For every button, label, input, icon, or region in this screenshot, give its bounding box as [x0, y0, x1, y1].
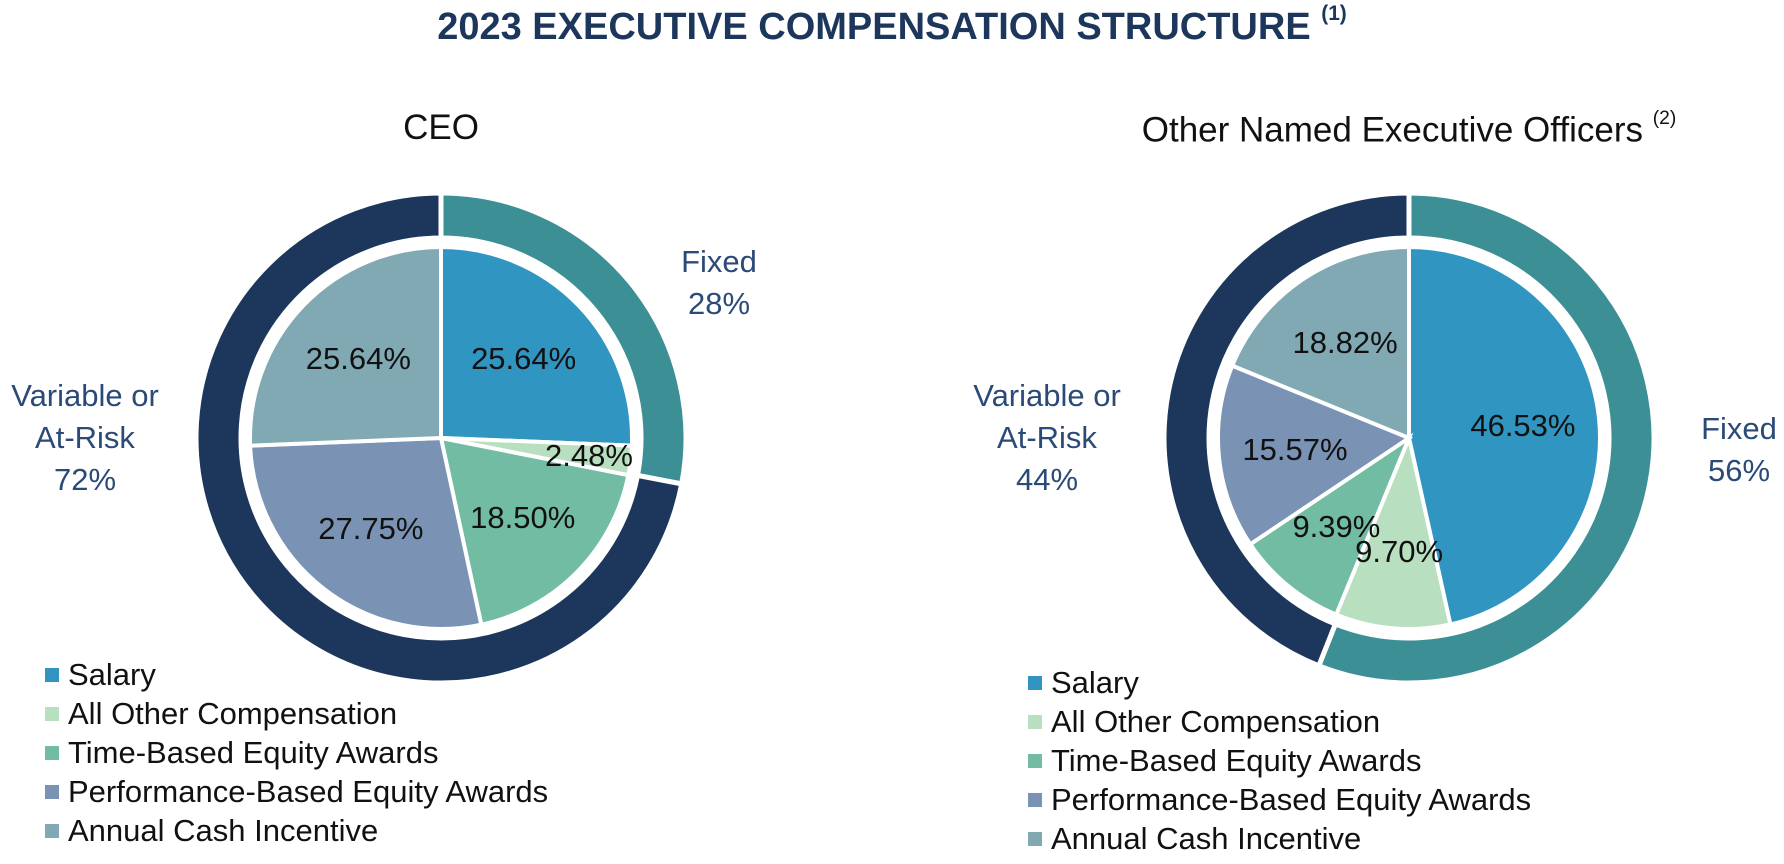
chart-title: Other Named Executive Officers (2): [1142, 108, 1676, 150]
outer-value: 72%: [53, 462, 117, 497]
pie-wedge: [1333, 431, 1453, 631]
outer-label: Variable or At-Risk 44%: [952, 375, 1142, 501]
outer-name: Fixed: [681, 244, 757, 279]
data-label: 25.64%: [305, 340, 411, 376]
legend-label: All Other Compensation: [1051, 704, 1381, 739]
legend-swatch: [1028, 754, 1042, 768]
legend-label: Annual Cash Incentive: [68, 813, 379, 848]
pie-wedge: [1229, 244, 1411, 441]
pie-wedge: [1216, 363, 1414, 548]
data-label: 9.70%: [1355, 534, 1444, 570]
legend-label: Salary: [1051, 665, 1139, 700]
data-label: 18.82%: [1292, 324, 1398, 360]
outer-label: Fixed 28%: [624, 241, 814, 325]
legend-swatch: [45, 785, 59, 799]
outer-wedge: [193, 190, 685, 686]
data-label: 27.75%: [318, 510, 424, 546]
data-label: 2.48%: [544, 437, 633, 473]
outer-value: 56%: [1707, 453, 1771, 488]
legend-swatch: [1028, 832, 1042, 846]
chart-title-note: (2): [1652, 108, 1677, 129]
outer-name: Fixed: [1701, 411, 1777, 446]
outer-name: Variable or At-Risk: [973, 378, 1121, 455]
legend-label: Time-Based Equity Awards: [1051, 743, 1422, 778]
pie-wedge: [1247, 432, 1414, 618]
legend-swatch: [45, 824, 59, 838]
title-text: 2023 EXECUTIVE COMPENSATION STRUCTURE: [437, 5, 1311, 48]
legend-label: All Other Compensation: [68, 696, 398, 731]
legend-swatch: [1028, 715, 1042, 729]
pie-wedge: [438, 435, 631, 628]
chart-title-text: Other Named Executive Officers: [1141, 110, 1643, 150]
legend-label: Time-Based Equity Awards: [68, 735, 439, 770]
chart-title-text: CEO: [403, 108, 479, 147]
data-label: 46.53%: [1470, 407, 1576, 443]
legend-label: Annual Cash Incentive: [1051, 821, 1362, 856]
legend-label: Performance-Based Equity Awards: [1051, 782, 1532, 817]
outer-name: Variable or At-Risk: [11, 378, 159, 455]
outer-value: 44%: [1015, 462, 1079, 497]
pie-wedge: [248, 435, 484, 631]
outer-label: Variable or At-Risk 72%: [0, 375, 180, 501]
legend-label: Salary: [68, 657, 156, 692]
pie-wedge: [439, 244, 634, 448]
legend-swatch: [45, 707, 59, 721]
legend-swatch: [45, 746, 59, 760]
outer-value: 28%: [687, 286, 751, 321]
data-label: 9.39%: [1292, 508, 1381, 544]
chart-title: CEO: [403, 108, 479, 148]
page-title: 2023 EXECUTIVE COMPENSATION STRUCTURE (1…: [0, 2, 1784, 49]
legend-swatch: [45, 668, 59, 682]
legend-swatch: [1028, 793, 1042, 807]
data-label: 15.57%: [1242, 431, 1348, 467]
outer-wedge: [1315, 190, 1657, 686]
pie-wedge: [248, 244, 443, 448]
legend-swatch: [1028, 676, 1042, 690]
pie-wedge: [1407, 244, 1602, 627]
legend-label: Performance-Based Equity Awards: [68, 774, 549, 809]
outer-wedge: [1161, 190, 1412, 670]
data-label: 18.50%: [470, 500, 576, 536]
data-label: 25.64%: [471, 340, 577, 376]
title-note: (1): [1321, 2, 1347, 25]
outer-label: Fixed 56%: [1644, 408, 1784, 492]
